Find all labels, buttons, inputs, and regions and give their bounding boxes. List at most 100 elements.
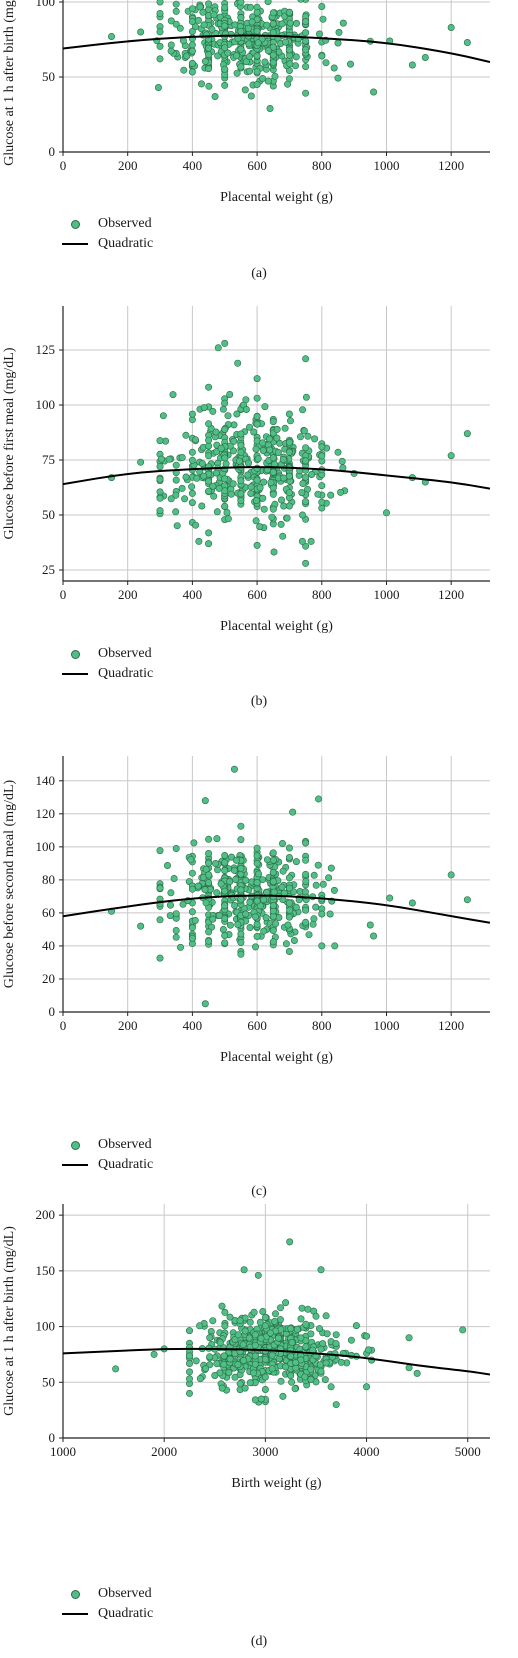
data-point — [285, 46, 293, 54]
data-point — [261, 1386, 269, 1394]
data-point — [261, 1373, 269, 1381]
data-point — [278, 883, 286, 891]
data-point — [226, 878, 234, 886]
data-point — [234, 1331, 242, 1339]
data-point — [263, 21, 271, 29]
data-point — [269, 454, 277, 462]
data-point — [219, 926, 227, 934]
legend-label-observed: Observed — [98, 216, 152, 231]
data-point — [269, 849, 277, 857]
data-point — [205, 44, 213, 52]
data-point — [211, 1372, 219, 1380]
data-point — [231, 1336, 239, 1344]
data-point — [275, 914, 283, 922]
quadratic-fit-line — [63, 894, 490, 924]
data-point — [237, 28, 245, 36]
observed-marker-icon — [62, 649, 88, 659]
data-point — [331, 942, 339, 950]
data-point — [188, 17, 196, 25]
data-point — [279, 456, 287, 464]
data-point — [405, 1334, 413, 1342]
y-tick-label: 50 — [42, 507, 55, 522]
data-point — [256, 484, 264, 492]
data-point — [205, 477, 213, 485]
data-point — [205, 452, 213, 460]
x-tick-label: 200 — [118, 587, 138, 602]
chart-panel-c: 0 200 400 600 800 1000 1200 0 20 40 60 80 100 120 140 P… — [0, 750, 518, 1199]
data-point — [261, 58, 269, 66]
data-point — [221, 902, 229, 910]
data-point — [364, 1346, 372, 1354]
data-point — [231, 902, 239, 910]
data-point — [198, 80, 206, 88]
data-point — [317, 1266, 325, 1274]
data-point — [235, 457, 243, 465]
data-point — [224, 49, 232, 57]
y-tick-label: 50 — [42, 1374, 55, 1389]
data-point — [230, 437, 238, 445]
legend-item-observed: Observed — [62, 644, 153, 664]
data-point — [242, 910, 250, 918]
data-point — [302, 63, 310, 71]
data-point — [159, 412, 167, 420]
data-point — [305, 931, 313, 939]
data-point — [112, 1365, 120, 1373]
data-point — [232, 876, 240, 884]
data-point — [172, 927, 180, 935]
data-point — [201, 1000, 209, 1008]
data-point — [370, 932, 378, 940]
data-point — [196, 3, 204, 11]
data-point — [290, 937, 298, 945]
data-point — [285, 410, 293, 418]
data-point — [252, 913, 260, 921]
quadratic-fit-line — [63, 466, 490, 490]
data-point — [302, 856, 310, 864]
data-point — [230, 866, 238, 874]
data-point — [285, 899, 293, 907]
y-tick-label: 75 — [42, 452, 55, 467]
x-tick-label: 2000 — [151, 1444, 177, 1459]
data-point — [251, 1352, 259, 1360]
data-point — [172, 508, 180, 516]
data-point — [221, 475, 229, 483]
legend-b: Observed Quadratic — [62, 644, 153, 684]
data-point — [228, 853, 236, 861]
data-point — [219, 405, 227, 413]
data-point — [205, 529, 213, 537]
observed-marker-icon — [62, 219, 88, 229]
data-point — [234, 359, 242, 367]
data-point — [269, 28, 277, 36]
x-tick-label: 1000 — [50, 1444, 76, 1459]
data-point — [370, 88, 378, 96]
data-point — [330, 886, 338, 894]
data-point — [253, 413, 261, 421]
data-point — [286, 19, 294, 27]
data-point — [213, 835, 221, 843]
data-point — [244, 471, 252, 479]
data-point — [221, 867, 229, 875]
legend-item-observed: Observed — [62, 214, 153, 234]
data-point — [198, 460, 206, 468]
data-point — [285, 438, 293, 446]
data-point — [330, 64, 338, 72]
data-point — [206, 1353, 214, 1361]
data-point — [213, 508, 221, 516]
data-point — [172, 461, 180, 469]
data-point — [332, 1340, 340, 1348]
data-point — [315, 1325, 323, 1333]
data-point — [261, 1314, 269, 1322]
data-point — [196, 1322, 204, 1330]
data-point — [292, 1359, 300, 1367]
data-point — [282, 1299, 290, 1307]
data-point — [156, 463, 164, 471]
data-point — [212, 860, 220, 868]
data-point — [215, 912, 223, 920]
data-point — [253, 844, 261, 852]
data-point — [250, 428, 258, 436]
data-point — [237, 497, 245, 505]
data-point — [188, 456, 196, 464]
data-point — [463, 430, 471, 438]
data-point — [302, 29, 310, 37]
data-point — [172, 476, 180, 484]
data-point — [253, 497, 261, 505]
